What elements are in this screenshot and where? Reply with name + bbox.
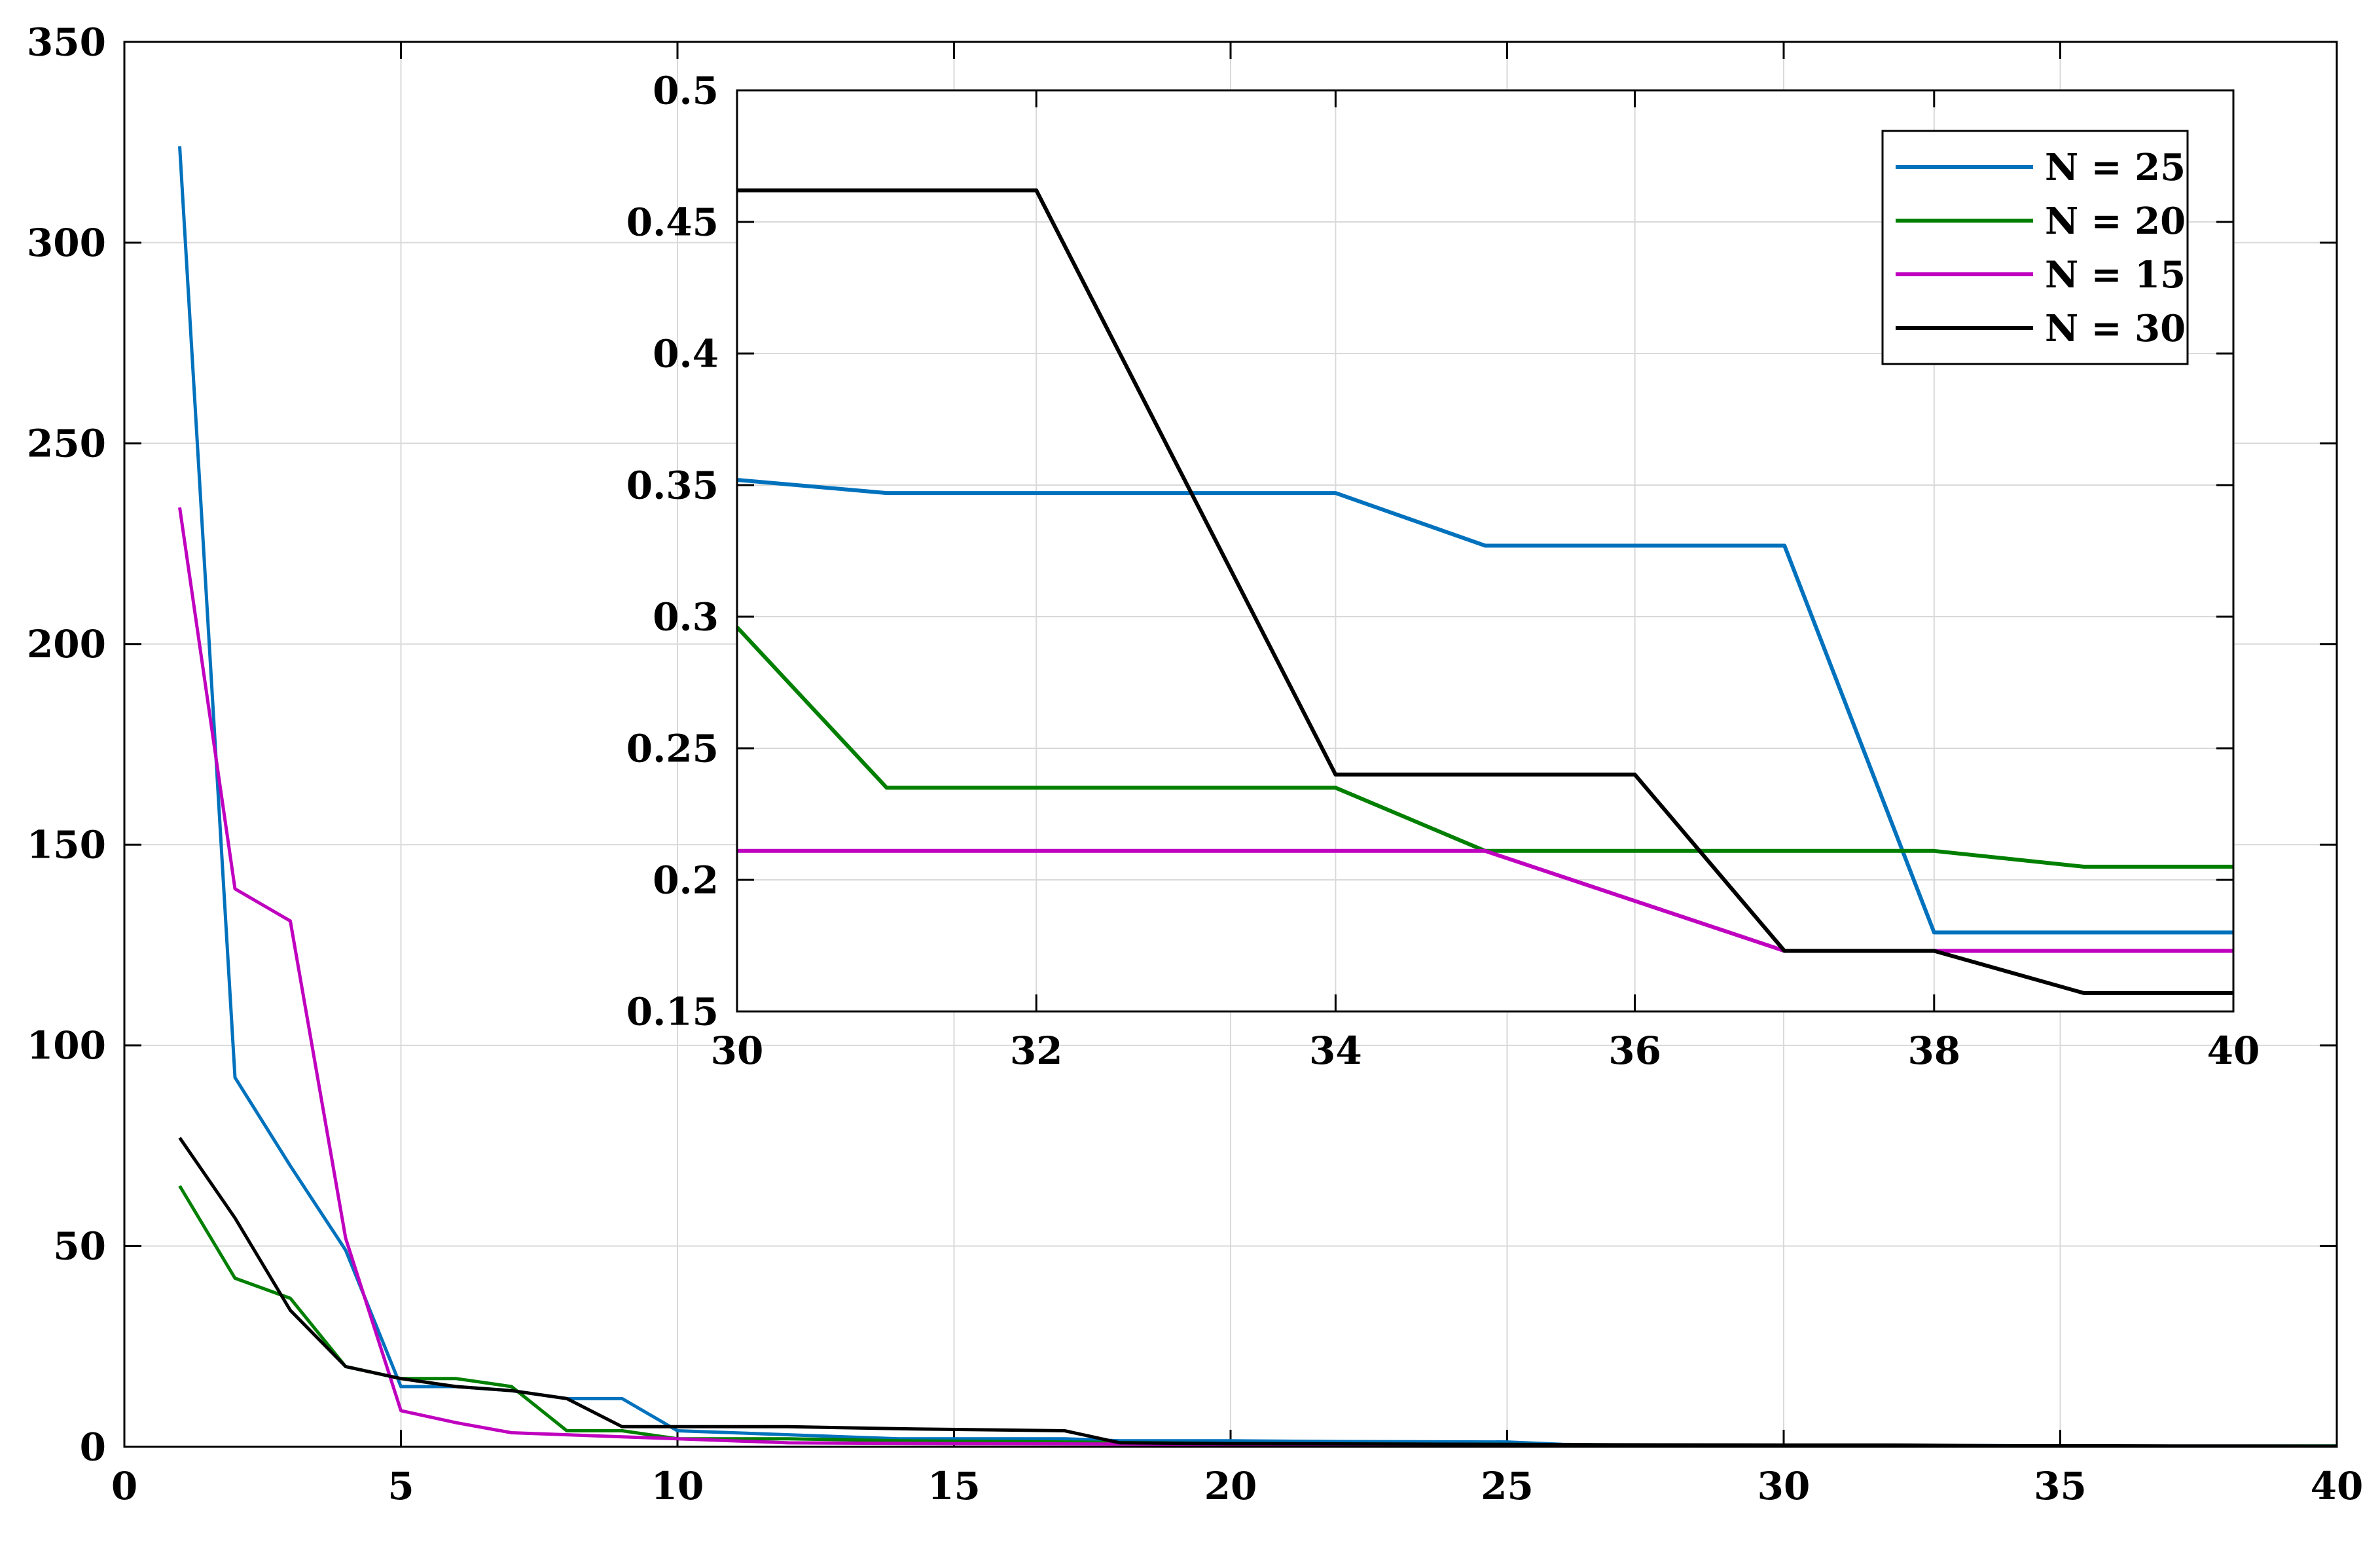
x-tick-label: 36 (1608, 1028, 1661, 1073)
axes-box (123, 41, 2338, 1448)
x-tick-label: 5 (388, 1464, 414, 1508)
x-tick-label: 32 (1010, 1028, 1063, 1073)
x-tick-label: 40 (2207, 1028, 2260, 1073)
series-line-n30 (737, 188, 2233, 995)
x-tick-label: 25 (1481, 1464, 1534, 1508)
x-tick-label: 34 (1309, 1028, 1362, 1073)
series-line-n15 (737, 848, 2233, 953)
x-tick-label: 10 (651, 1464, 704, 1508)
y-tick-label: 200 (27, 622, 106, 666)
y-tick-label: 0.4 (653, 331, 719, 376)
x-tick-label: 0 (111, 1464, 137, 1508)
y-tick-label: 0.2 (653, 858, 719, 902)
x-tick-label: 30 (1758, 1464, 1811, 1508)
inset-plot: 30 32 34 36 38 40 0.15 0.2 0.25 0.3 0.35 0.4 0.45 0.5… (626, 68, 2260, 1073)
series-line-n25 (736, 478, 2233, 935)
y-tick-label: 0.5 (653, 68, 719, 113)
legend-label: N = 25 (2045, 146, 2186, 189)
axes-box (736, 89, 2235, 1013)
legend-label: N = 20 (2045, 200, 2186, 243)
x-tick-label: 20 (1204, 1464, 1257, 1508)
y-tick-label: 100 (27, 1023, 106, 1068)
y-tick-label: 0.15 (626, 989, 719, 1034)
legend-label: N = 15 (2045, 253, 2186, 297)
x-tick-label: 35 (2034, 1464, 2087, 1508)
y-tick-label: 350 (27, 20, 106, 64)
y-tick-label: 300 (27, 221, 106, 265)
legend-box (1881, 130, 2189, 365)
y-tick-label: 0.35 (626, 463, 719, 507)
y-tick-label: 0.25 (626, 726, 719, 771)
y-tick-label: 0.45 (626, 200, 719, 244)
y-tick-label: 0.3 (653, 594, 719, 639)
x-tick-label: 15 (928, 1464, 981, 1508)
y-tick-label: 0 (80, 1425, 106, 1469)
legend-label: N = 30 (2045, 307, 2186, 350)
y-tick-label: 50 (53, 1224, 106, 1269)
x-tick-label: 38 (1907, 1028, 1960, 1073)
y-tick-label: 250 (27, 421, 106, 465)
x-tick-label: 30 (711, 1028, 764, 1073)
y-tick-label: 150 (27, 823, 106, 867)
x-tick-label: 40 (2311, 1464, 2364, 1508)
